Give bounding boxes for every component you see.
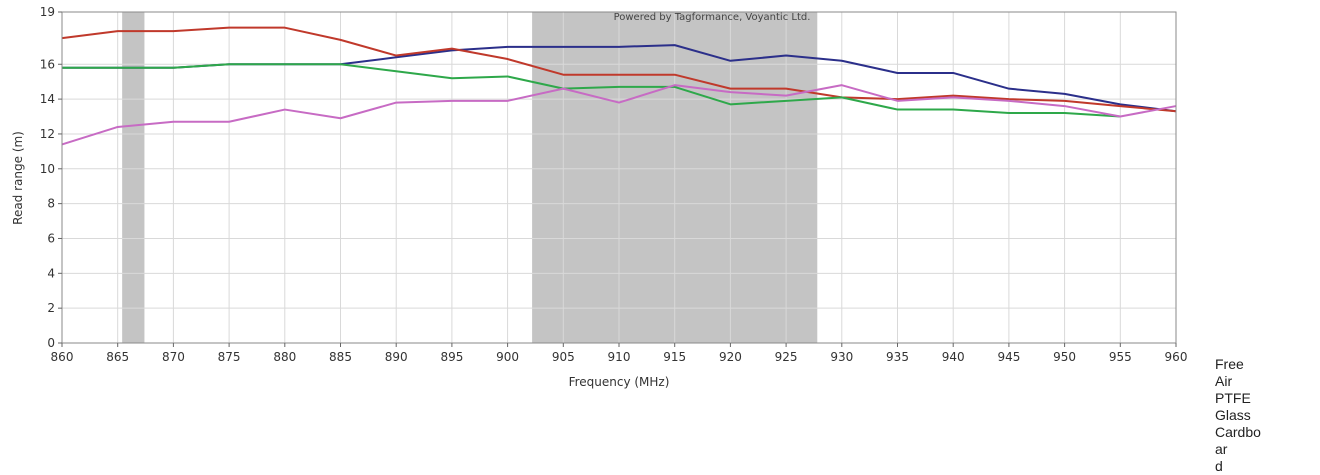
x-tick-label-960: 960: [1165, 350, 1188, 364]
y-tick-label-4: 4: [47, 266, 55, 280]
x-tick-label-940: 940: [942, 350, 965, 364]
x-axis-title: Frequency (MHz): [569, 375, 670, 389]
legend-entry-cardboar: Cardboar: [1215, 424, 1261, 457]
legend-entry-glass: Glass: [1215, 407, 1251, 423]
x-tick-label-935: 935: [886, 350, 909, 364]
x-tick-label-910: 910: [608, 350, 631, 364]
x-tick-label-870: 870: [162, 350, 185, 364]
y-tick-label-0: 0: [47, 336, 55, 350]
x-tick-label-865: 865: [106, 350, 129, 364]
x-tick-label-920: 920: [719, 350, 742, 364]
series-line-cardboard: [61, 84, 1177, 146]
x-tick-label-930: 930: [830, 350, 853, 364]
series-line-glass: [62, 63, 1121, 118]
x-tick-label-950: 950: [1053, 350, 1076, 364]
legend-entry-free: Free: [1215, 356, 1244, 372]
x-tick-label-905: 905: [552, 350, 575, 364]
y-tick-label-8: 8: [47, 197, 55, 211]
y-tick-label-19: 19: [40, 5, 55, 19]
x-axis-ticks: 860 865 870 875 880 885 890 895 900 905 910 915 920 9…: [51, 343, 1188, 364]
read-range-chart: 860 865 870 875 880 885 890 895 900 905 910 915 920 9…: [11, 5, 1188, 389]
y-tick-label-14: 14: [40, 92, 55, 106]
series-group: [61, 26, 1177, 146]
y-tick-label-2: 2: [47, 301, 55, 315]
x-tick-label-925: 925: [775, 350, 798, 364]
legend-entry-d: d: [1215, 458, 1223, 474]
legend-entry-air: Air: [1215, 373, 1233, 389]
x-tick-label-875: 875: [218, 350, 241, 364]
x-tick-label-945: 945: [997, 350, 1020, 364]
watermark: Powered by Tagformance, Voyantic Ltd.: [614, 12, 811, 23]
grid-lines: [61, 11, 1177, 344]
y-tick-label-10: 10: [40, 162, 55, 176]
x-tick-label-885: 885: [329, 350, 352, 364]
x-tick-label-880: 880: [273, 350, 296, 364]
y-axis-title: Read range (m): [11, 131, 25, 225]
y-tick-label-12: 12: [40, 127, 55, 141]
y-axis-ticks: 0 2 4 6 8 10 12 14 16 19: [40, 5, 62, 350]
shaded-band-0: [122, 12, 145, 343]
x-tick-label-890: 890: [385, 350, 408, 364]
x-tick-label-915: 915: [663, 350, 686, 364]
y-tick-label-16: 16: [40, 57, 55, 71]
x-tick-label-900: 900: [496, 350, 519, 364]
legend-entry-ptfe: PTFE: [1215, 390, 1251, 406]
series-line-ptfe: [61, 26, 1177, 113]
x-tick-label-895: 895: [440, 350, 463, 364]
x-tick-label-860: 860: [51, 350, 74, 364]
legend: Free Air PTFE Glass Cardboar d: [1215, 356, 1265, 475]
x-tick-label-955: 955: [1109, 350, 1132, 364]
y-tick-label-6: 6: [47, 231, 55, 245]
